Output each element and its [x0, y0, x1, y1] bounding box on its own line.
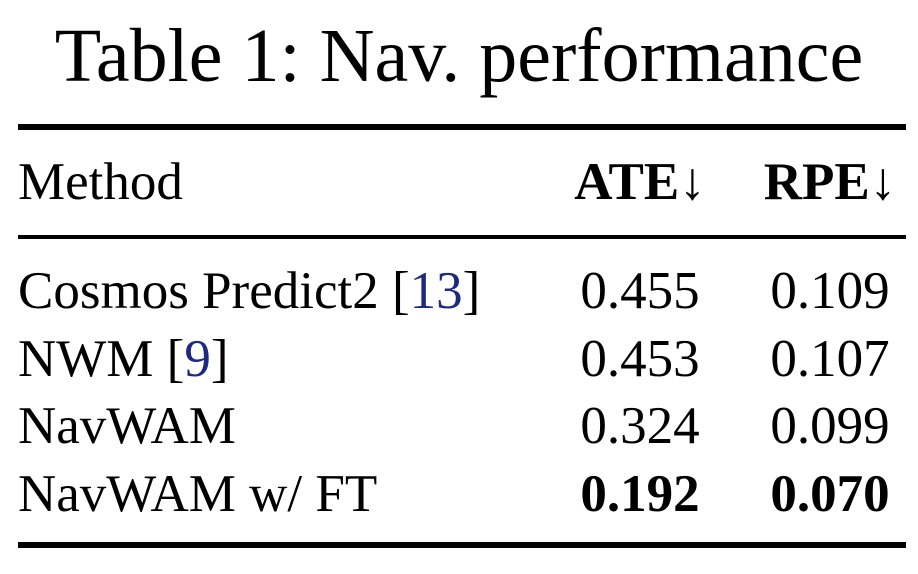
rpe-cell: 0.107 — [770, 329, 890, 388]
top-rule — [18, 124, 906, 130]
mid-rule — [18, 235, 906, 239]
method-text: ] — [462, 262, 481, 320]
method-text: NWM [ — [18, 329, 185, 388]
ate-cell: 0.453 — [580, 329, 700, 388]
bottom-rule — [18, 542, 906, 548]
header-cell: RPE↓ — [763, 153, 897, 211]
rpe-cell: 0.070 — [770, 464, 890, 523]
citation: 9 — [184, 329, 211, 388]
method-cell: NavWAM — [18, 396, 236, 456]
ate-cell: 0.455 — [580, 262, 700, 320]
header-cell: Method — [18, 153, 183, 211]
method-text: NavWAM — [18, 397, 236, 455]
rpe-cell: 0.099 — [770, 397, 890, 455]
rpe-cell: 0.109 — [770, 262, 890, 320]
table-title: Table 1: Nav. performance — [54, 14, 864, 98]
header-cell: ATE↓ — [574, 153, 706, 211]
method-text: ] — [210, 329, 229, 388]
method-cell: Cosmos Predict2 [13] — [18, 261, 480, 321]
method-cell: NWM [9] — [18, 329, 228, 389]
method-text: Cosmos Predict2 [ — [18, 262, 410, 320]
method-cell: NavWAM w/ FT — [18, 464, 377, 524]
ate-cell: 0.192 — [580, 464, 700, 523]
method-text: NavWAM w/ FT — [18, 464, 378, 523]
ate-cell: 0.324 — [580, 397, 700, 455]
citation: 13 — [409, 262, 463, 320]
